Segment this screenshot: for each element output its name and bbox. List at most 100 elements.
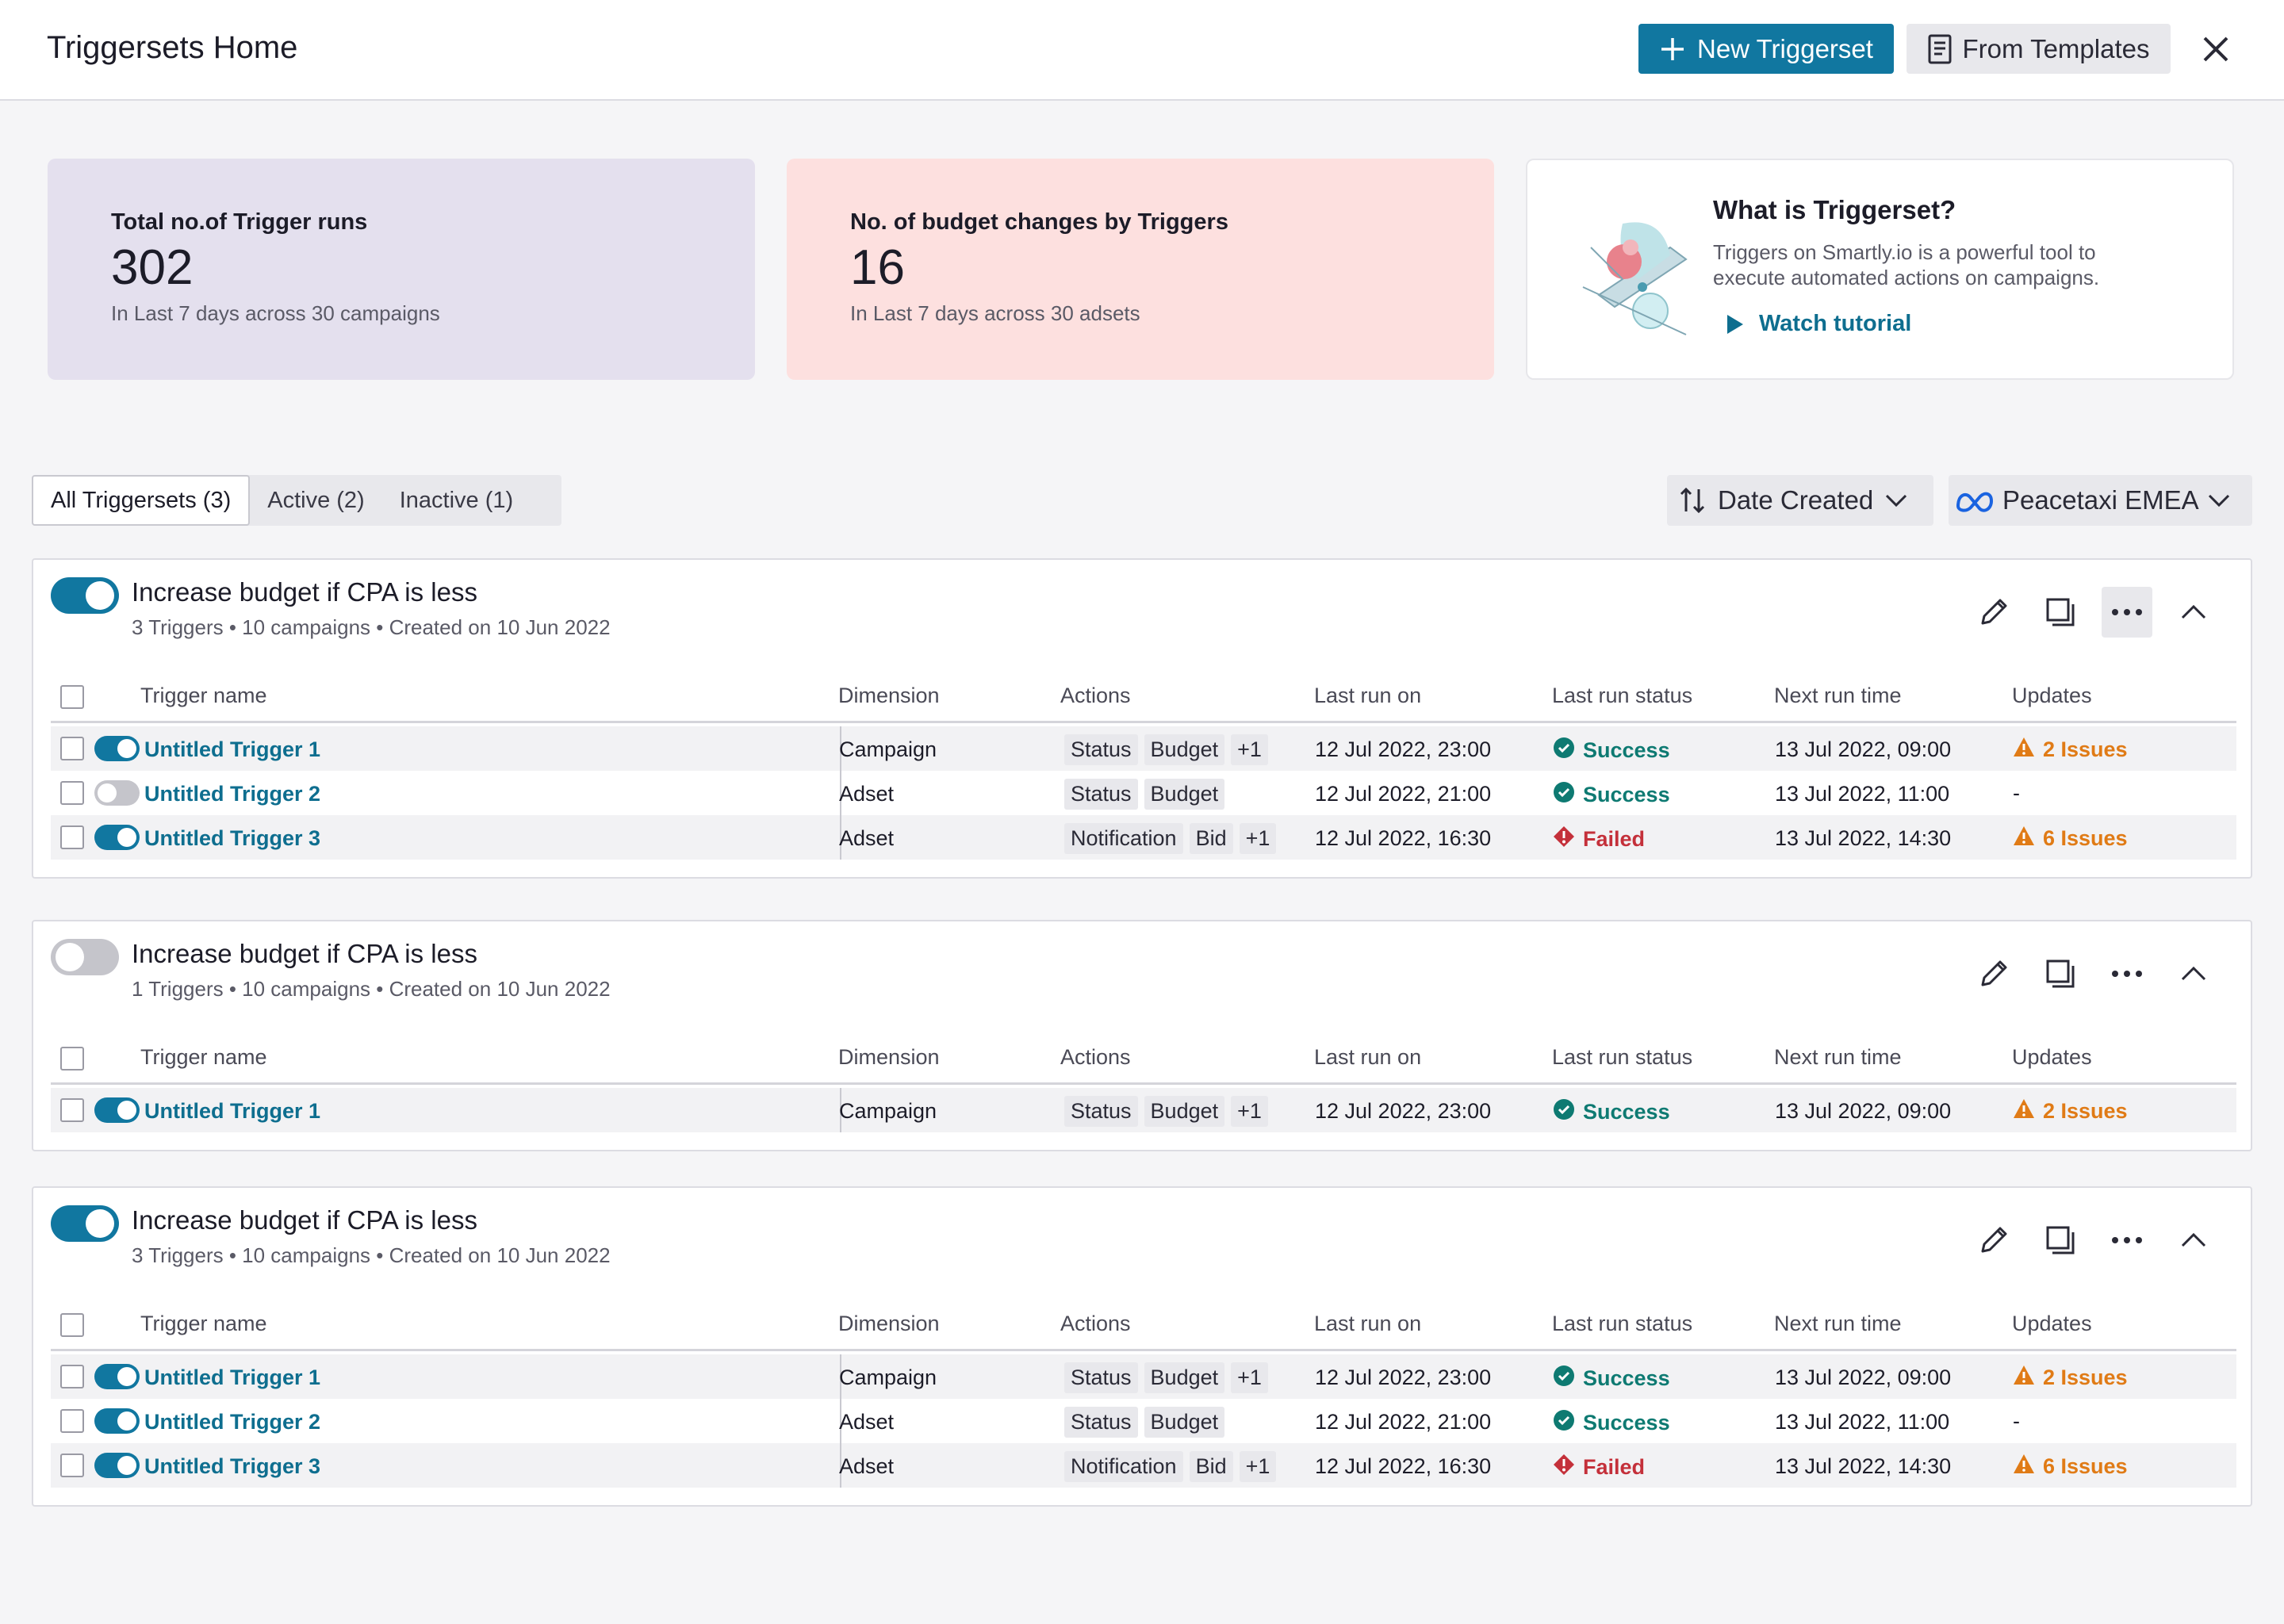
dimension-value: Adset xyxy=(839,1454,895,1478)
row-checkbox[interactable] xyxy=(60,1409,84,1433)
more-options-icon[interactable] xyxy=(2102,587,2152,638)
updates-cell: - xyxy=(2013,1409,2020,1434)
col-last-run-on-header: Last run on xyxy=(1314,1312,1422,1335)
collapse-icon[interactable] xyxy=(2168,587,2219,638)
edit-icon[interactable] xyxy=(1968,948,2019,999)
issues-link[interactable]: 2 Issues xyxy=(2013,737,2128,763)
issues-link[interactable]: 6 Issues xyxy=(2013,825,2128,852)
action-chip: Budget xyxy=(1144,1096,1225,1127)
collapse-icon[interactable] xyxy=(2168,948,2219,999)
trigger-toggle[interactable] xyxy=(94,780,140,806)
table-row: Untitled Trigger 1 Campaign Status Budget… xyxy=(51,1354,2236,1399)
last-run-value: 12 Jul 2022, 23:00 xyxy=(1315,737,1492,761)
row-checkbox[interactable] xyxy=(60,737,84,760)
triggerset-actions xyxy=(1968,587,2219,638)
last-run-value: 12 Jul 2022, 21:00 xyxy=(1315,782,1492,806)
account-dropdown[interactable]: Peacetaxi EMEA xyxy=(1949,475,2252,526)
triggerset-toggle[interactable] xyxy=(51,577,119,614)
action-chip: Budget xyxy=(1144,1407,1225,1438)
column-divider xyxy=(840,1088,841,1132)
select-all-checkbox[interactable] xyxy=(60,1313,84,1337)
trigger-toggle[interactable] xyxy=(94,1408,140,1434)
select-all-checkbox[interactable] xyxy=(60,685,84,709)
issues-link[interactable]: 2 Issues xyxy=(2013,1365,2128,1391)
duplicate-icon[interactable] xyxy=(2035,587,2086,638)
trigger-toggle[interactable] xyxy=(94,1453,140,1478)
col-trigger-name-header: Trigger name xyxy=(140,1312,267,1335)
issues-label: 2 Issues xyxy=(2043,737,2128,761)
action-chip: Status xyxy=(1064,734,1138,765)
table-row: Untitled Trigger 1 Campaign Status Budget… xyxy=(51,1088,2236,1132)
chevron-down-icon xyxy=(2208,494,2229,508)
action-chip: Notification xyxy=(1064,823,1183,854)
last-run-value: 12 Jul 2022, 21:00 xyxy=(1315,1410,1492,1434)
row-checkbox[interactable] xyxy=(60,781,84,805)
edit-icon[interactable] xyxy=(1968,1215,2019,1266)
tab-inactive[interactable]: Inactive (1) xyxy=(399,487,514,513)
actions-chips: Notification Bid +1 xyxy=(1064,1451,1277,1482)
action-chip: Status xyxy=(1064,1096,1138,1127)
sort-icon xyxy=(1680,487,1705,514)
actions-chips: Status Budget +1 xyxy=(1064,1096,1268,1127)
sort-dropdown[interactable]: Date Created xyxy=(1667,475,1933,526)
select-all-checkbox[interactable] xyxy=(60,1047,84,1071)
trigger-name-link[interactable]: Untitled Trigger 1 xyxy=(144,1099,321,1123)
page-title: Triggersets Home xyxy=(47,30,298,65)
triggerset-toggle[interactable] xyxy=(51,939,119,975)
edit-icon[interactable] xyxy=(1968,587,2019,638)
trigger-name-link[interactable]: Untitled Trigger 1 xyxy=(144,1365,321,1389)
budget-changes-sub: In Last 7 days across 30 adsets xyxy=(850,301,1140,325)
trigger-name-link[interactable]: Untitled Trigger 2 xyxy=(144,782,321,806)
row-checkbox[interactable] xyxy=(60,1365,84,1388)
new-triggerset-button[interactable]: New Triggerset xyxy=(1638,24,1894,74)
toggle-knob xyxy=(117,828,136,847)
warning-icon xyxy=(2013,1098,2035,1124)
toggle-knob xyxy=(98,783,117,802)
watch-tutorial-link[interactable]: Watch tutorial xyxy=(1726,311,1911,337)
from-templates-button[interactable]: From Templates xyxy=(1907,24,2171,74)
more-options-icon[interactable] xyxy=(2102,1215,2152,1266)
sort-label: Date Created xyxy=(1718,485,1874,515)
duplicate-icon[interactable] xyxy=(2035,1215,2086,1266)
watch-tutorial-label: Watch tutorial xyxy=(1759,311,1912,336)
new-triggerset-label: New Triggerset xyxy=(1697,33,1873,63)
status-label: Success xyxy=(1583,1100,1670,1124)
collapse-icon[interactable] xyxy=(2168,1215,2219,1266)
trigger-toggle[interactable] xyxy=(94,1364,140,1389)
trigger-name-link[interactable]: Untitled Trigger 1 xyxy=(144,737,321,761)
status-badge: Success xyxy=(1553,781,1670,809)
tab-all[interactable]: All Triggersets (3) xyxy=(32,475,251,526)
col-updates-header: Updates xyxy=(2012,1312,2092,1335)
trigger-toggle[interactable] xyxy=(94,825,140,850)
success-icon xyxy=(1553,1409,1575,1437)
dimension-value: Adset xyxy=(839,782,895,806)
promo-title: What is Triggerset? xyxy=(1713,195,1956,224)
action-chip: Budget xyxy=(1144,734,1225,765)
issues-link[interactable]: 2 Issues xyxy=(2013,1098,2128,1124)
close-icon[interactable] xyxy=(2198,32,2233,67)
col-last-run-status-header: Last run status xyxy=(1552,684,1693,707)
updates-value: - xyxy=(2013,781,2020,805)
row-checkbox[interactable] xyxy=(60,1098,84,1122)
issues-label: 2 Issues xyxy=(2043,1099,2128,1123)
row-checkbox[interactable] xyxy=(60,1454,84,1477)
triggerset-toggle[interactable] xyxy=(51,1205,119,1242)
tab-active[interactable]: Active (2) xyxy=(267,487,365,513)
trigger-toggle[interactable] xyxy=(94,736,140,761)
issues-label: 6 Issues xyxy=(2043,1454,2128,1478)
triggerset-meta: 3 Triggers • 10 campaigns • Created on 1… xyxy=(132,615,611,639)
issues-link[interactable]: 6 Issues xyxy=(2013,1454,2128,1480)
action-chip: Budget xyxy=(1144,779,1225,810)
table-row: Untitled Trigger 2 Adset Status Budget 12… xyxy=(51,1399,2236,1443)
more-options-icon[interactable] xyxy=(2102,948,2152,999)
status-label: Success xyxy=(1583,738,1670,762)
col-actions-header: Actions xyxy=(1060,1045,1131,1069)
row-checkbox[interactable] xyxy=(60,825,84,849)
trigger-name-link[interactable]: Untitled Trigger 2 xyxy=(144,1410,321,1434)
trigger-name-link[interactable]: Untitled Trigger 3 xyxy=(144,826,321,850)
trigger-toggle[interactable] xyxy=(94,1097,140,1123)
success-icon xyxy=(1553,1365,1575,1392)
trigger-name-link[interactable]: Untitled Trigger 3 xyxy=(144,1454,321,1478)
status-badge: Success xyxy=(1553,1098,1670,1126)
duplicate-icon[interactable] xyxy=(2035,948,2086,999)
